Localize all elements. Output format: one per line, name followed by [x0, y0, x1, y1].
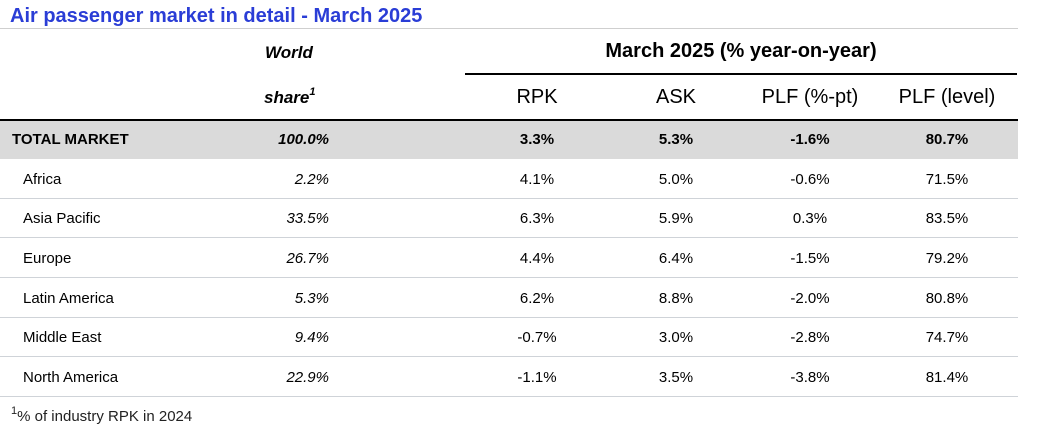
- plf-level-value: 83.5%: [925, 210, 969, 227]
- title-divider: [0, 28, 1018, 29]
- rpk-value: 6.2%: [519, 290, 555, 307]
- plf-pt-value: -1.5%: [790, 250, 830, 267]
- plf-level-value: 79.2%: [925, 250, 969, 267]
- table-row: Asia Pacific 33.5% 6.3% 5.9% 0.3% 83.5%: [0, 200, 1018, 238]
- table-row: Europe 26.7% 4.4% 6.4% -1.5% 79.2%: [0, 240, 1018, 278]
- table-row: North America 22.9% -1.1% 3.5% -3.8% 81.…: [0, 359, 1018, 397]
- plf-pt-value: -2.0%: [790, 290, 830, 307]
- footnote-marker: 1: [11, 405, 18, 417]
- plf-level-value: 74.7%: [925, 329, 969, 346]
- ask-value: 5.9%: [658, 210, 694, 227]
- row-separator: [0, 396, 1018, 397]
- ask-value: 3.0%: [658, 329, 694, 346]
- plf-pt-value: -0.6%: [790, 171, 830, 188]
- plf-level-value: 80.7%: [925, 131, 969, 148]
- table-row: Africa 2.2% 4.1% 5.0% -0.6% 71.5%: [0, 161, 1018, 199]
- world-share-value: 26.7%: [286, 250, 329, 267]
- world-share-value: 2.2%: [294, 171, 329, 188]
- table-row: Latin America 5.3% 6.2% 8.8% -2.0% 80.8%: [0, 280, 1018, 318]
- plf-pt-value: -1.6%: [790, 131, 830, 148]
- world-share-header-line2: share1: [264, 86, 316, 108]
- plf-pt-value: -2.8%: [790, 329, 830, 346]
- region-name: TOTAL MARKET: [12, 131, 129, 148]
- share-label: share: [264, 88, 310, 107]
- row-separator: [0, 277, 1018, 278]
- row-separator: [0, 317, 1018, 318]
- world-share-value: 100.0%: [278, 131, 329, 148]
- column-header-ask: ASK: [655, 86, 697, 108]
- world-share-value: 9.4%: [294, 329, 329, 346]
- plf-pt-value: 0.3%: [792, 210, 828, 227]
- rpk-value: -1.1%: [517, 369, 557, 386]
- world-share-value: 5.3%: [294, 290, 329, 307]
- rpk-value: 3.3%: [519, 131, 555, 148]
- group-header: March 2025 (% year-on-year): [605, 40, 877, 62]
- region-name: Middle East: [23, 329, 102, 346]
- column-header-plf-pt: PLF (%-pt): [761, 86, 859, 108]
- group-header-rule: [465, 73, 1017, 75]
- region-name: Latin America: [23, 290, 114, 307]
- footnote-text: % of industry RPK in 2024: [17, 408, 193, 425]
- table-row-total: TOTAL MARKET 100.0% 3.3% 5.3% -1.6% 80.7…: [0, 121, 1018, 159]
- column-header-plf-level: PLF (level): [898, 86, 996, 108]
- region-name: Europe: [23, 250, 72, 267]
- ask-value: 5.0%: [658, 171, 694, 188]
- page-title: Air passenger market in detail - March 2…: [10, 5, 423, 27]
- table-row: Middle East 9.4% -0.7% 3.0% -2.8% 74.7%: [0, 319, 1018, 357]
- share-footnote-marker: 1: [309, 86, 316, 98]
- rpk-value: -0.7%: [517, 329, 557, 346]
- row-separator: [0, 198, 1018, 199]
- region-name: Africa: [23, 171, 62, 188]
- plf-level-value: 71.5%: [925, 171, 969, 188]
- rpk-value: 6.3%: [519, 210, 555, 227]
- world-share-header-line1: World: [265, 43, 313, 62]
- ask-value: 6.4%: [658, 250, 694, 267]
- ask-value: 3.5%: [658, 369, 694, 386]
- region-name: Asia Pacific: [23, 210, 101, 227]
- ask-value: 8.8%: [658, 290, 694, 307]
- world-share-value: 33.5%: [286, 210, 329, 227]
- rpk-value: 4.1%: [519, 171, 555, 188]
- plf-level-value: 81.4%: [925, 369, 969, 386]
- header-rule: [0, 119, 1018, 121]
- plf-pt-value: -3.8%: [790, 369, 830, 386]
- column-header-rpk: RPK: [516, 86, 558, 108]
- footnote: 1% of industry RPK in 2024: [11, 405, 193, 425]
- row-separator: [0, 356, 1018, 357]
- plf-level-value: 80.8%: [925, 290, 969, 307]
- rpk-value: 4.4%: [519, 250, 555, 267]
- world-share-value: 22.9%: [286, 369, 329, 386]
- row-separator: [0, 237, 1018, 238]
- ask-value: 5.3%: [658, 131, 694, 148]
- region-name: North America: [23, 369, 119, 386]
